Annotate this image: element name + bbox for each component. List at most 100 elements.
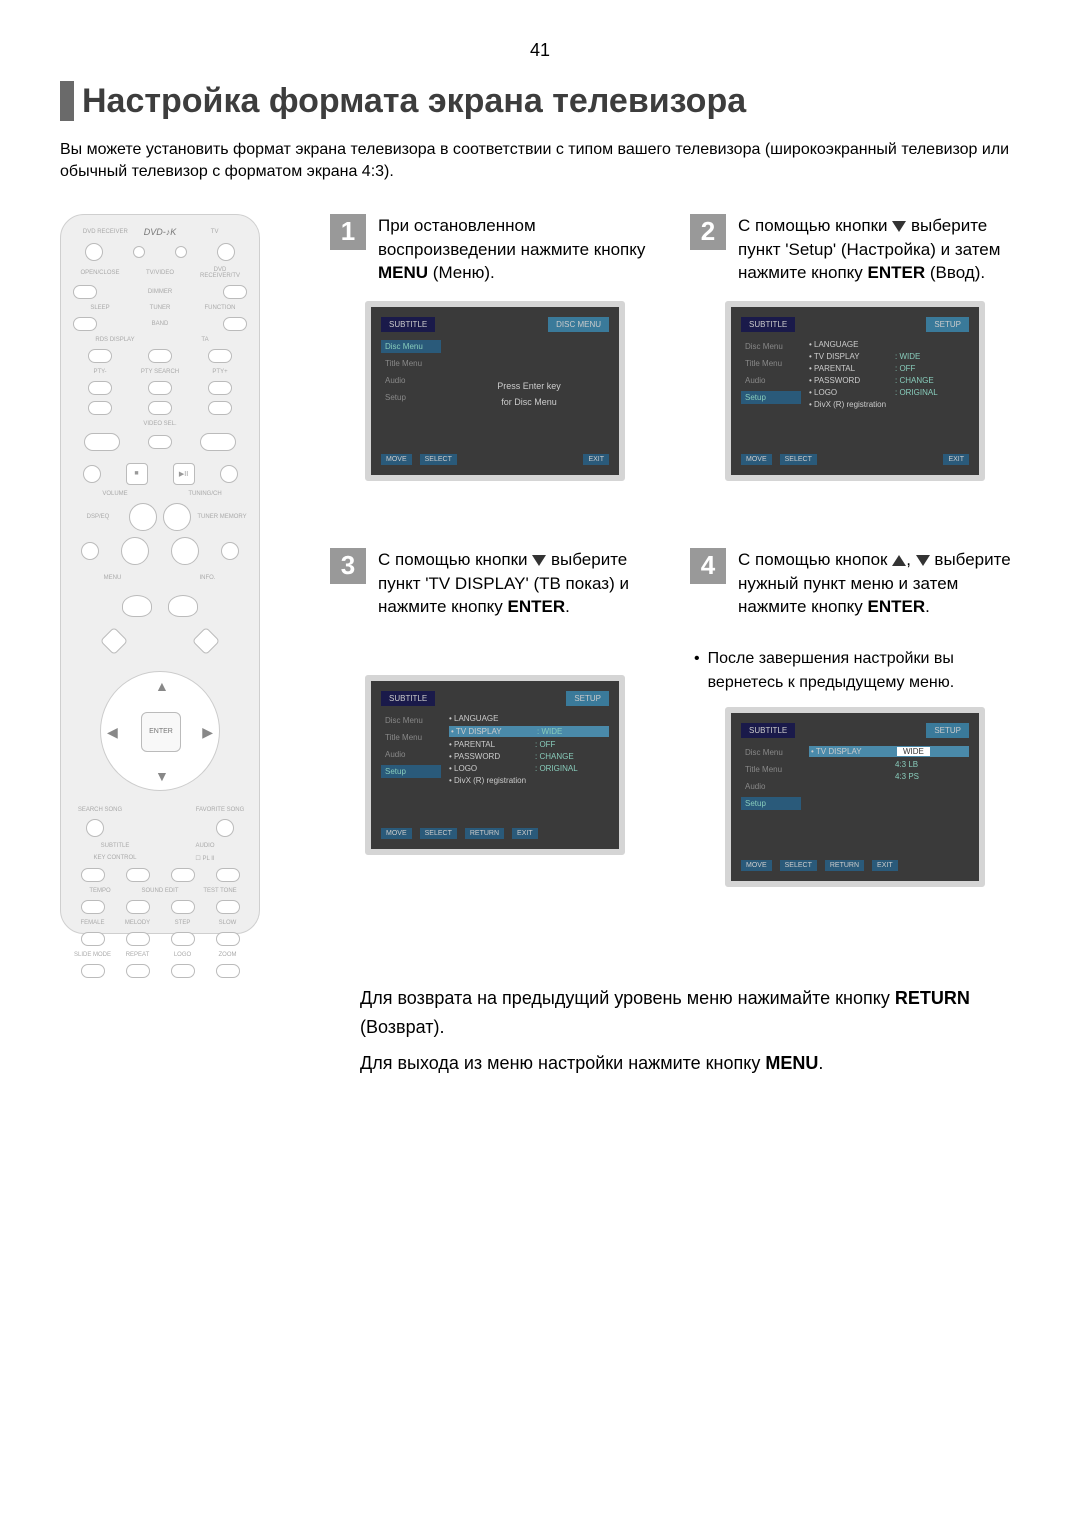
step-button: [171, 932, 195, 946]
down-arrow-icon: ▼: [155, 768, 169, 784]
label-tv-video: TV/VIDEO: [133, 270, 187, 276]
label-dspeq: DSP/EQ: [73, 514, 123, 520]
osd4-footer-0: MOVE: [741, 860, 772, 871]
tempo-plus-button: [126, 900, 150, 914]
osd4-tab-left: SUBTITLE: [741, 723, 795, 738]
osd3-row-5: • DivX (R) registration: [449, 776, 609, 785]
dspeq-button: [81, 542, 99, 560]
step-1-number: 1: [330, 214, 366, 250]
osd1-side-3: Setup: [381, 391, 441, 404]
label-info: INFO.: [168, 575, 247, 581]
osd1-side-1: Title Menu: [381, 357, 441, 370]
osd4-footer-3: EXIT: [872, 860, 898, 871]
up-arrow-icon: ▲: [155, 678, 169, 694]
intro-paragraph: Вы можете установить формат экрана телев…: [60, 139, 1020, 184]
pscan-button: [221, 542, 239, 560]
osd3-footer-0: MOVE: [381, 828, 412, 839]
num-1-button: [88, 349, 112, 363]
label-test-tone: TEST TONE: [193, 888, 247, 894]
label-subtitle: SUBTITLE: [73, 843, 157, 849]
zoom-button: [216, 964, 240, 978]
label-open-close: OPEN/CLOSE: [73, 270, 127, 276]
step-2-text: С помощью кнопки выберите пункт 'Setup' …: [738, 214, 1020, 285]
osd2-side-2: Audio: [741, 374, 801, 387]
right-arrow-icon: ▶: [202, 724, 213, 741]
osd2-row-2: • PARENTAL: OFF: [809, 364, 969, 373]
num-7-button: [88, 401, 112, 415]
osd2-footer-0: MOVE: [741, 454, 772, 465]
osd3-row-2: • PARENTAL: OFF: [449, 740, 609, 749]
osd1-footer-2: EXIT: [583, 454, 609, 465]
sound-edit-button: [171, 900, 195, 914]
osd2-row-1: • TV DISPLAY: WIDE: [809, 352, 969, 361]
osd1-footer-1: SELECT: [420, 454, 457, 465]
label-sound-edit: SOUND EDIT: [133, 888, 187, 894]
num-8-button: [148, 401, 172, 415]
page-number: 41: [60, 40, 1020, 61]
step-3-text: С помощью кнопки выберите пункт 'TV DISP…: [378, 548, 660, 619]
remote-label-dvd-receiver: DVD RECEIVER: [73, 229, 138, 235]
favorite-song-button: [216, 819, 234, 837]
sleep-button: [73, 317, 97, 331]
num-6-button: [208, 381, 232, 395]
osd4-side-0: Disc Menu: [741, 746, 801, 759]
menu-button: [122, 595, 152, 617]
num-4-button: [88, 381, 112, 395]
bottom-note-return: Для возврата на предыдущий уровень меню …: [360, 984, 1020, 1042]
num-9-button: [208, 401, 232, 415]
label-tempo: TEMPO: [73, 888, 127, 894]
osd-screenshot-3: SUBTITLE SETUP Disc Menu Title Menu Audi…: [365, 675, 625, 855]
ch-down-button: [171, 537, 199, 565]
logo-button: [171, 964, 195, 978]
male-button: [81, 932, 105, 946]
osd4-footer-2: RETURN: [825, 860, 864, 871]
test-tone-button: [216, 900, 240, 914]
step-2-number: 2: [690, 214, 726, 250]
label-step: STEP: [163, 920, 202, 926]
key-minus-button: [81, 868, 105, 882]
osd4-row-1: 4:3 LB: [809, 760, 969, 769]
num-5-button: [148, 381, 172, 395]
bottom-notes: Для возврата на предыдущий уровень меню …: [360, 984, 1020, 1078]
content-grid: DVD RECEIVER DVD-♪K TV OPEN/CLOSE TV/VID…: [60, 214, 1020, 934]
direction-pad: ▲ ▼ ◀ ▶ ENTER: [100, 671, 220, 791]
remote-brand-label: DVD-♪K: [144, 227, 177, 237]
label-tuning: TUNING/CH: [163, 491, 247, 497]
reserve-button: [200, 433, 236, 451]
switch-button-2: [175, 246, 187, 258]
step-4-text: С помощью кнопок , выберите нужный пункт…: [738, 548, 1020, 619]
label-melody: MELODY: [118, 920, 157, 926]
num-2-button: [148, 349, 172, 363]
osd2-footer-2: EXIT: [943, 454, 969, 465]
step-4-note: • После завершения настройки вы вернетес…: [694, 647, 1020, 695]
label-video-sel: VIDEO SEL.: [73, 421, 247, 427]
info-button: [168, 595, 198, 617]
label-dimmer: DIMMER: [103, 289, 217, 295]
open-close-button: [73, 285, 97, 299]
prev-track-button: [83, 465, 101, 483]
label-pty-plus: PTY+: [193, 369, 247, 375]
osd2-footer-1: SELECT: [780, 454, 817, 465]
osd3-tab-left: SUBTITLE: [381, 691, 435, 706]
label-pl2: ☐ PL II: [163, 855, 247, 862]
label-pty-search: PTY SEARCH: [133, 369, 187, 375]
osd1-side-0: Disc Menu: [381, 340, 441, 353]
step-1-text: При остановленном воспроизведении нажмит…: [378, 214, 660, 285]
osd2-side-3: Setup: [741, 391, 801, 404]
remote-label-tv: TV: [182, 229, 247, 235]
label-audio: AUDIO: [163, 843, 247, 849]
osd1-center-line2: for Disc Menu: [501, 397, 557, 407]
osd2-side-0: Disc Menu: [741, 340, 801, 353]
osd4-side-2: Audio: [741, 780, 801, 793]
play-pause-button: ▶II: [173, 463, 195, 485]
osd1-footer-0: MOVE: [381, 454, 412, 465]
num-3-button: [208, 349, 232, 363]
osd2-row-4: • LOGO: ORIGINAL: [809, 388, 969, 397]
effect-button: [216, 868, 240, 882]
label-dvd-tv: DVD RECEIVER/TV: [193, 267, 247, 279]
cancel-button: [84, 433, 120, 451]
label-volume: VOLUME: [73, 491, 157, 497]
label-band: BAND: [103, 321, 217, 327]
next-track-button: [220, 465, 238, 483]
label-slow: SLOW: [208, 920, 247, 926]
